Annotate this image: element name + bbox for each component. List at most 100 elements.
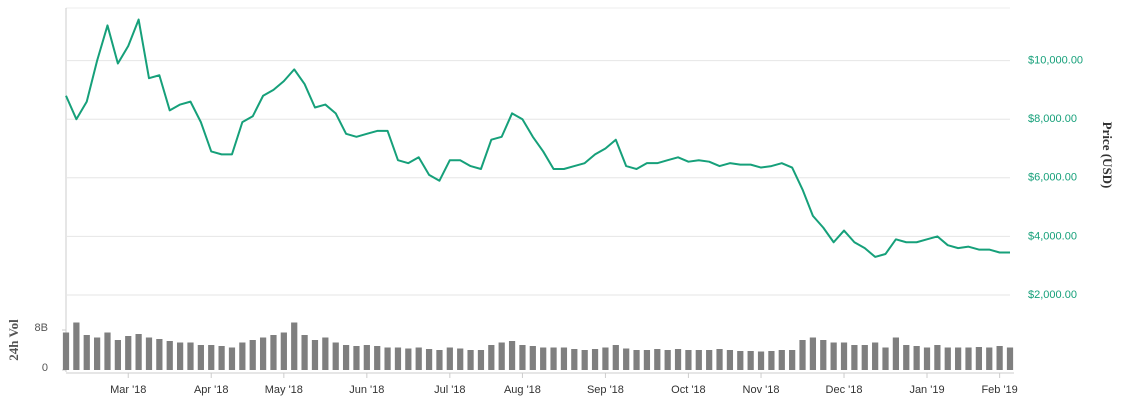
x-tick-label: Feb '19 xyxy=(981,384,1017,396)
volume-bar xyxy=(467,350,474,370)
volume-bar xyxy=(529,346,536,370)
volume-bar xyxy=(415,347,422,370)
volume-bar xyxy=(830,342,837,370)
volume-bar xyxy=(405,348,412,370)
volume-bar xyxy=(166,341,173,370)
volume-bar xyxy=(768,351,775,370)
volume-bar xyxy=(882,347,889,370)
volume-bar xyxy=(197,345,204,370)
x-tick-label: Mar '18 xyxy=(110,384,146,396)
y-tick-label: $10,000.00 xyxy=(1028,55,1083,67)
volume-bar xyxy=(820,340,827,370)
volume-bar xyxy=(591,349,599,370)
volume-bar xyxy=(913,346,920,370)
x-tick-label: Apr '18 xyxy=(194,384,229,396)
volume-tick-label: 8B xyxy=(35,322,48,334)
volume-bar xyxy=(519,345,526,370)
volume-bar xyxy=(664,350,671,370)
volume-bar xyxy=(208,345,215,370)
volume-bar xyxy=(685,350,692,370)
volume-bar xyxy=(270,335,277,370)
volume-bar xyxy=(540,347,547,370)
volume-bar xyxy=(62,332,70,370)
volume-bar xyxy=(726,350,734,370)
volume-bar xyxy=(996,346,1003,370)
x-tick-label: Jan '19 xyxy=(909,384,944,396)
volume-bar xyxy=(176,342,184,370)
volume-bar xyxy=(643,350,651,370)
volume-bar xyxy=(934,345,941,370)
volume-bar xyxy=(861,345,868,370)
volume-bar xyxy=(83,335,90,370)
volume-bar xyxy=(394,347,402,370)
volume-bar xyxy=(892,337,900,370)
volume-bar xyxy=(1006,347,1014,370)
x-tick-label: Sep '18 xyxy=(587,384,624,396)
volume-bar xyxy=(716,349,723,370)
volume-bar xyxy=(695,350,702,370)
volume-bar xyxy=(903,345,910,370)
volume-bar xyxy=(623,348,630,370)
volume-bar xyxy=(311,340,319,370)
volume-bar xyxy=(363,345,370,370)
volume-bar xyxy=(508,341,516,370)
volume-bar xyxy=(757,351,765,370)
volume-axis-title: 24h Vol xyxy=(6,319,21,361)
volume-bar xyxy=(674,349,682,370)
x-tick-label: Nov '18 xyxy=(743,384,780,396)
volume-bar xyxy=(239,342,246,370)
volume-bar xyxy=(498,342,505,370)
volume-bar xyxy=(228,347,236,370)
volume-bar xyxy=(425,349,433,370)
volume-bar xyxy=(923,347,931,370)
volume-bar xyxy=(706,350,713,370)
volume-bar xyxy=(218,346,225,370)
volume-bar xyxy=(342,345,350,370)
volume-bar xyxy=(457,348,464,370)
volume-bar xyxy=(187,342,194,370)
volume-bar xyxy=(809,337,817,370)
x-tick-label: Dec '18 xyxy=(826,384,863,396)
y-tick-label: $2,000.00 xyxy=(1028,289,1077,301)
volume-bar xyxy=(778,350,785,370)
volume-bar xyxy=(840,342,848,370)
volume-bar xyxy=(737,351,744,370)
volume-bar xyxy=(135,334,142,370)
volume-bar xyxy=(114,340,121,370)
volume-bar xyxy=(633,350,640,370)
volume-bar xyxy=(156,339,163,370)
volume-bar xyxy=(654,349,661,370)
volume-bar xyxy=(104,332,111,370)
y-tick-label: $6,000.00 xyxy=(1028,172,1077,184)
volume-bar xyxy=(280,332,287,370)
volume-bar xyxy=(581,350,588,370)
volume-bar xyxy=(73,322,80,370)
volume-bar xyxy=(332,342,339,370)
price-line xyxy=(65,18,1010,258)
volume-bar xyxy=(965,347,972,370)
volume-bar xyxy=(301,335,308,370)
x-tick-label: Jul '18 xyxy=(434,384,465,396)
volume-bar xyxy=(986,347,993,370)
volume-bar xyxy=(259,337,267,370)
volume-bar xyxy=(446,347,453,370)
volume-bar xyxy=(799,340,806,370)
x-tick-label: Oct '18 xyxy=(671,384,706,396)
x-tick-label: Aug '18 xyxy=(504,384,541,396)
volume-bar xyxy=(488,345,495,370)
volume-bar xyxy=(550,347,557,370)
volume-bar xyxy=(145,337,153,370)
volume-bar xyxy=(944,347,951,370)
x-tick-label: Jun '18 xyxy=(349,384,384,396)
volume-bar xyxy=(322,337,329,370)
y-tick-label: $4,000.00 xyxy=(1028,230,1077,242)
volume-tick-label: 0 xyxy=(42,362,48,374)
volume-bar xyxy=(374,346,381,370)
price-axis-title: Price (USD) xyxy=(1100,122,1115,189)
x-tick-label: May '18 xyxy=(265,384,303,396)
volume-bar xyxy=(571,349,578,370)
volume-bar xyxy=(975,347,982,370)
volume-bar xyxy=(291,322,298,370)
volume-bar xyxy=(125,336,132,370)
